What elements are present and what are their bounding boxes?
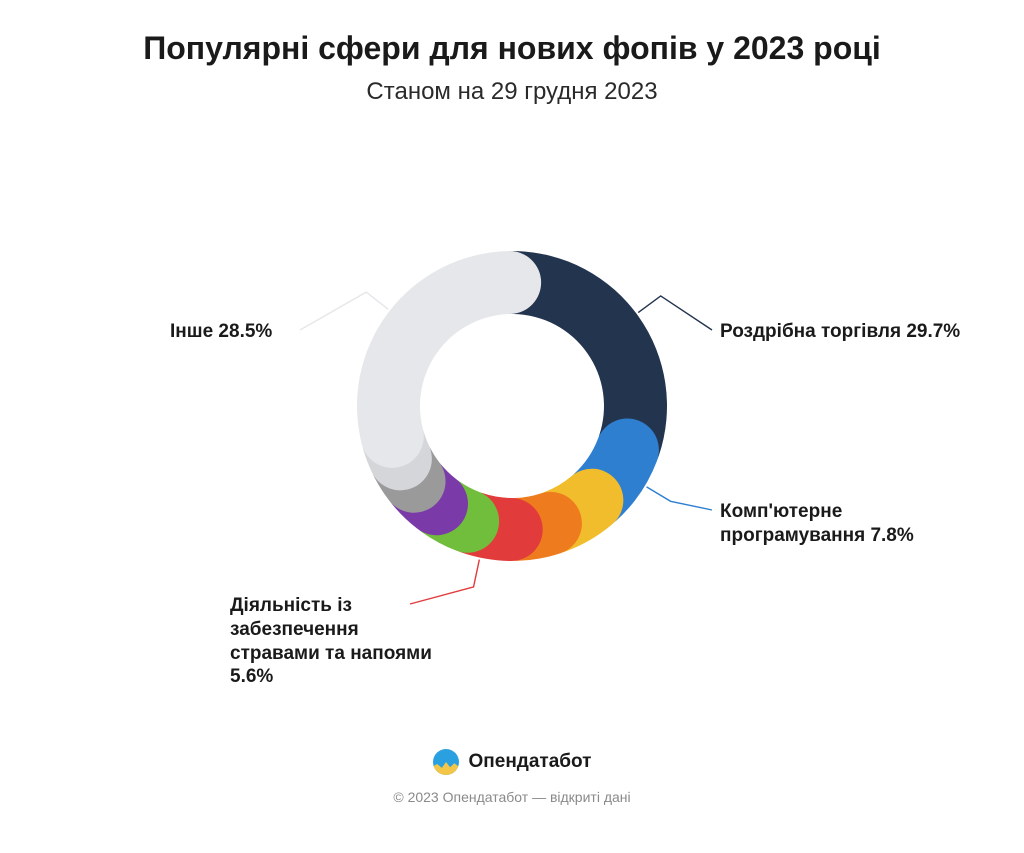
callout-label: Комп'ютерне програмування 7.8% — [720, 500, 940, 548]
leader-line — [647, 487, 712, 510]
leader-line — [638, 296, 712, 330]
callout-label: Інше 28.5% — [170, 320, 350, 344]
brand: Опендатабот — [433, 749, 592, 775]
infographic-container: Популярні сфери для нових фопів у 2023 р… — [0, 0, 1024, 853]
chart-title: Популярні сфери для нових фопів у 2023 р… — [102, 28, 922, 68]
callout-label: Роздрібна торгівля 29.7% — [720, 320, 1000, 344]
donut-svg — [0, 106, 1024, 666]
brand-name: Опендатабот — [469, 751, 592, 773]
callout-label: Діяльність із забезпечення стравами та н… — [230, 594, 440, 689]
donut-chart: Роздрібна торгівля 29.7% Комп'ютерне прог… — [0, 106, 1024, 666]
donut-slice — [357, 251, 541, 468]
footer: Опендатабот © 2023 Опендатабот — відкрит… — [0, 749, 1024, 805]
chart-subtitle: Станом на 29 грудня 2023 — [0, 78, 1024, 106]
copyright-text: © 2023 Опендатабот — відкриті дані — [393, 789, 630, 805]
brand-logo-icon — [433, 749, 459, 775]
